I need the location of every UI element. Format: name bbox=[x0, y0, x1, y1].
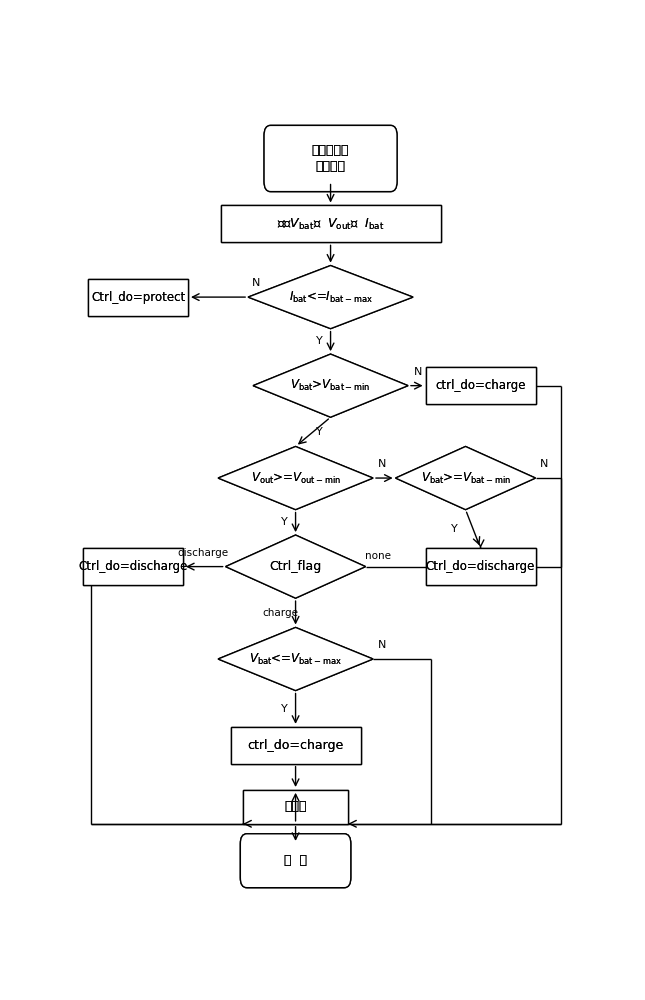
Text: 定时器中断
响应入口: 定时器中断 响应入口 bbox=[312, 143, 350, 174]
Text: N: N bbox=[541, 459, 549, 469]
Bar bbox=[88, 279, 188, 316]
Polygon shape bbox=[226, 535, 366, 598]
Polygon shape bbox=[226, 535, 366, 598]
Text: Ctrl_flag: Ctrl_flag bbox=[270, 560, 322, 573]
Text: $V_{\rm bat}$>=$V_{\rm bat-min}$: $V_{\rm bat}$>=$V_{\rm bat-min}$ bbox=[421, 471, 511, 486]
Polygon shape bbox=[218, 627, 373, 691]
Text: Ctrl_do=discharge: Ctrl_do=discharge bbox=[79, 560, 188, 573]
Text: N: N bbox=[378, 640, 386, 650]
Text: $V_{\rm out}$>=$V_{\rm out-min}$: $V_{\rm out}$>=$V_{\rm out-min}$ bbox=[250, 471, 341, 486]
Polygon shape bbox=[395, 446, 535, 510]
Text: Ctrl_do=discharge: Ctrl_do=discharge bbox=[426, 560, 535, 573]
FancyBboxPatch shape bbox=[264, 125, 397, 192]
Bar bbox=[231, 727, 361, 764]
Text: 开中断: 开中断 bbox=[284, 800, 307, 813]
Text: Ctrl_do=protect: Ctrl_do=protect bbox=[91, 291, 185, 304]
Bar bbox=[221, 205, 441, 242]
Text: 定时器中断
响应入口: 定时器中断 响应入口 bbox=[312, 143, 350, 174]
Text: ctrl_do=charge: ctrl_do=charge bbox=[435, 379, 526, 392]
Text: 读取$V_{\rm bat}$，  $V_{\rm out}$，  $I_{\rm bat}$: 读取$V_{\rm bat}$， $V_{\rm out}$， $I_{\rm … bbox=[277, 216, 384, 232]
Bar bbox=[88, 279, 188, 316]
Text: 开中断: 开中断 bbox=[284, 800, 307, 813]
Bar bbox=[83, 548, 183, 585]
Bar bbox=[426, 548, 535, 585]
Text: Ctrl_do=protect: Ctrl_do=protect bbox=[91, 291, 185, 304]
Text: Y: Y bbox=[281, 704, 288, 714]
Text: $V_{\rm bat}$>$V_{\rm bat-min}$: $V_{\rm bat}$>$V_{\rm bat-min}$ bbox=[290, 378, 371, 393]
FancyBboxPatch shape bbox=[241, 834, 351, 888]
Bar bbox=[221, 205, 441, 242]
Bar bbox=[426, 367, 535, 404]
Text: N: N bbox=[414, 367, 422, 377]
Polygon shape bbox=[218, 627, 373, 691]
Text: $V_{\rm bat}$<=$V_{\rm bat-max}$: $V_{\rm bat}$<=$V_{\rm bat-max}$ bbox=[249, 651, 342, 667]
Bar bbox=[243, 790, 348, 824]
Text: Y: Y bbox=[281, 517, 288, 527]
Text: ctrl_do=charge: ctrl_do=charge bbox=[248, 739, 344, 752]
FancyBboxPatch shape bbox=[264, 125, 397, 192]
Text: Y: Y bbox=[316, 427, 323, 437]
Text: 读取$V_{\rm bat}$，  $V_{\rm out}$，  $I_{\rm bat}$: 读取$V_{\rm bat}$， $V_{\rm out}$， $I_{\rm … bbox=[277, 216, 384, 232]
Text: Ctrl_do=discharge: Ctrl_do=discharge bbox=[426, 560, 535, 573]
Text: $I_{\rm bat}$<=$I_{\rm bat-max}$: $I_{\rm bat}$<=$I_{\rm bat-max}$ bbox=[289, 290, 372, 305]
Text: ctrl_do=charge: ctrl_do=charge bbox=[248, 739, 344, 752]
Polygon shape bbox=[248, 266, 413, 329]
Text: $V_{\rm bat}$<=$V_{\rm bat-max}$: $V_{\rm bat}$<=$V_{\rm bat-max}$ bbox=[249, 651, 342, 667]
Bar bbox=[83, 548, 183, 585]
Text: 结  束: 结 束 bbox=[284, 854, 307, 867]
FancyBboxPatch shape bbox=[241, 834, 351, 888]
Bar bbox=[426, 367, 535, 404]
Text: Y: Y bbox=[316, 336, 323, 346]
Text: Ctrl_do=discharge: Ctrl_do=discharge bbox=[79, 560, 188, 573]
Text: Y: Y bbox=[451, 524, 458, 534]
Polygon shape bbox=[248, 266, 413, 329]
Text: $V_{\rm bat}$>$V_{\rm bat-min}$: $V_{\rm bat}$>$V_{\rm bat-min}$ bbox=[290, 378, 371, 393]
Text: 结  束: 结 束 bbox=[284, 854, 307, 867]
Text: $V_{\rm out}$>=$V_{\rm out-min}$: $V_{\rm out}$>=$V_{\rm out-min}$ bbox=[250, 471, 341, 486]
Text: $V_{\rm bat}$>=$V_{\rm bat-min}$: $V_{\rm bat}$>=$V_{\rm bat-min}$ bbox=[421, 471, 511, 486]
Bar bbox=[231, 727, 361, 764]
Text: N: N bbox=[378, 459, 386, 469]
Text: Ctrl_flag: Ctrl_flag bbox=[270, 560, 322, 573]
Polygon shape bbox=[253, 354, 408, 417]
Polygon shape bbox=[253, 354, 408, 417]
Text: discharge: discharge bbox=[177, 548, 228, 558]
Text: ctrl_do=charge: ctrl_do=charge bbox=[435, 379, 526, 392]
Bar bbox=[243, 790, 348, 824]
Text: $I_{\rm bat}$<=$I_{\rm bat-max}$: $I_{\rm bat}$<=$I_{\rm bat-max}$ bbox=[289, 290, 372, 305]
Text: charge: charge bbox=[263, 608, 299, 618]
Polygon shape bbox=[395, 446, 535, 510]
Text: N: N bbox=[252, 278, 260, 288]
Bar bbox=[426, 548, 535, 585]
Polygon shape bbox=[218, 446, 373, 510]
Polygon shape bbox=[218, 446, 373, 510]
Text: none: none bbox=[365, 551, 391, 561]
